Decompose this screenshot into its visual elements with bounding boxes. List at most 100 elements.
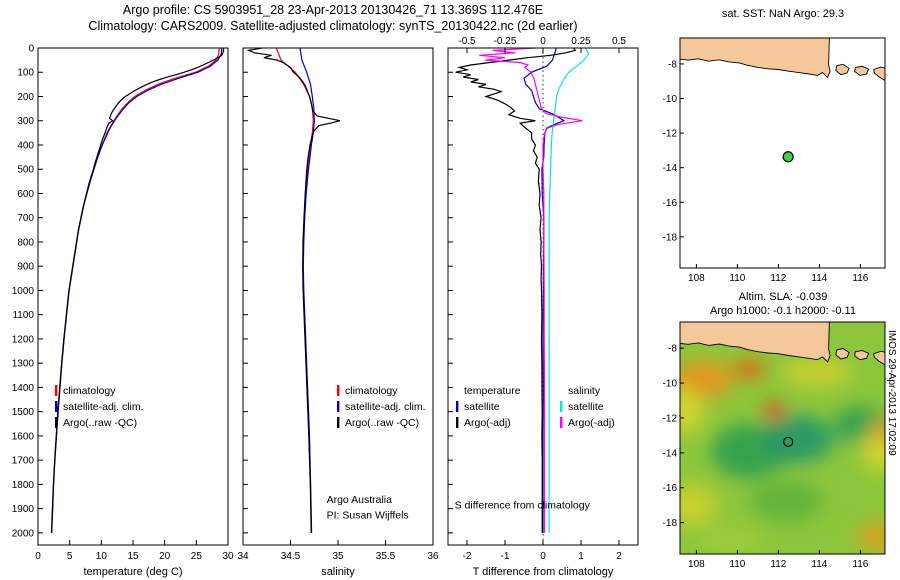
depth-tick-label: 400 [17,140,34,151]
x-tick-label: 35.5 [376,551,396,562]
sla-blob [749,480,824,523]
sla-map-title-line1: Altim. SLA: -0.039 [738,291,828,303]
legend-line-sample [456,417,459,428]
sla-blob [696,524,762,554]
series-line-s-argo-adj- [479,48,583,533]
x-tick-label: 108 [688,559,705,570]
y-tick-label: -14 [663,163,678,174]
top-tick-label: 0.25 [571,36,591,47]
coastline-land [680,322,831,363]
figure-title-line1: Argo profile: CS 5903951_28 23-Apr-2013 … [122,3,544,17]
x-tick-label: 10 [96,551,108,562]
x-tick-label: 20 [159,551,171,562]
legend-label: satellite [568,401,604,413]
legend-label: Argo(-adj) [568,417,615,429]
coastline-land [873,350,885,366]
sst-map-title: sat. SST: NaN Argo: 29.3 [721,8,845,20]
x-tick-label: 110 [729,273,745,284]
depth-tick-label: 0 [28,44,34,55]
sla-blob [872,419,885,445]
sla_map-content [680,322,885,554]
x-tick-label: 112 [770,559,786,570]
x-tick-label: 116 [852,273,868,284]
legend-group-title: temperature [464,385,521,397]
y-tick-label: -12 [663,413,678,424]
depth-tick-label: 300 [17,116,34,127]
depth-tick-label: 900 [17,262,34,273]
sla-blob [782,358,853,387]
y-tick-label: -8 [668,59,677,70]
x-tick-label: 110 [729,559,745,570]
argo-position-marker [782,151,794,163]
coastline-land [854,65,870,76]
salinity_profile-series-group [246,48,341,533]
x-tick-label: 114 [811,559,827,570]
depth-tick-label: 1400 [12,383,35,394]
x-tick-label: 108 [688,273,705,284]
y-tick-label: -16 [663,483,678,494]
x-tick-label: 114 [811,273,827,284]
coastline-land [854,350,870,361]
sla-field [680,358,885,554]
legend-line-sample [560,417,563,428]
legend-group-title: salinity [568,385,601,397]
coastline-land [835,348,850,360]
series-line-t-satellite [523,48,566,533]
temperature_profile-series-group [50,48,225,533]
x-tick-label: 34.5 [281,551,301,562]
y-tick-label: -10 [663,94,678,105]
sla-blob [856,522,885,551]
x-tick-label: 116 [852,559,868,570]
top-tick-label: -0.5 [458,36,476,47]
figure-title-line2: Climatology: CARS2009. Satellite-adjuste… [88,19,578,33]
depth-tick-label: 1000 [12,286,35,297]
temperature_profile-background [38,48,228,545]
legend-line-sample [337,385,340,396]
depth-tick-label: 500 [17,165,34,176]
depth-tick-label: 200 [17,92,34,103]
sla-blob [764,414,834,464]
sst_map-plot-box [679,37,886,269]
sst_map-content [680,38,885,268]
legend-label: Argo(-adj) [464,417,511,429]
y-tick-label: -18 [663,232,678,243]
depth-tick-label: 100 [17,68,34,79]
x-tick-label: 1 [578,551,584,562]
depth-tick-label: 1500 [12,407,35,418]
series-line-argo-raw [246,48,341,533]
top-tick-label: 0 [540,36,546,47]
legend-line-sample [337,417,340,428]
y-tick-label: -18 [663,518,678,529]
panel-annotation: Argo Australia [327,494,393,506]
x-axis-label: T difference from climatology [473,566,614,578]
depth-tick-label: 2000 [12,528,35,539]
sla-blob [763,402,786,420]
y-tick-label: -12 [663,129,678,140]
x-tick-label: 2 [616,551,622,562]
x-tick-label: 25 [191,551,203,562]
depth-tick-label: 1200 [12,334,35,345]
sla-map-title-line2: Argo h1000: -0.1 h2000: -0.11 [710,305,856,317]
legend-label: satellite-adj. clim. [63,401,144,413]
x-tick-label: -1 [501,551,510,562]
series-line-t-argo-adj- [455,48,577,533]
sla_map-plot-box [679,321,886,555]
sla-blob [680,484,717,527]
x-tick-label: 0 [35,551,41,562]
series-line-argo-raw [50,48,225,533]
salinity_profile-background [243,48,433,545]
y-tick-label: -10 [663,379,678,390]
depth-tick-label: 1900 [12,504,35,515]
depth-tick-label: 1800 [12,480,35,491]
x-tick-label: -2 [463,551,472,562]
sla-blob [680,360,734,399]
legend-line-sample [55,385,58,396]
x-tick-label: 112 [770,273,786,284]
legend-line-sample [560,401,563,412]
x-tick-label: 36 [427,551,439,562]
depth-tick-label: 800 [17,237,34,248]
legend-label: satellite-adj. clim. [345,401,426,413]
x-tick-label: 35 [332,551,344,562]
imos-timestamp-note: IMOS 29-Apr-2013 17:02:09 [886,330,897,456]
